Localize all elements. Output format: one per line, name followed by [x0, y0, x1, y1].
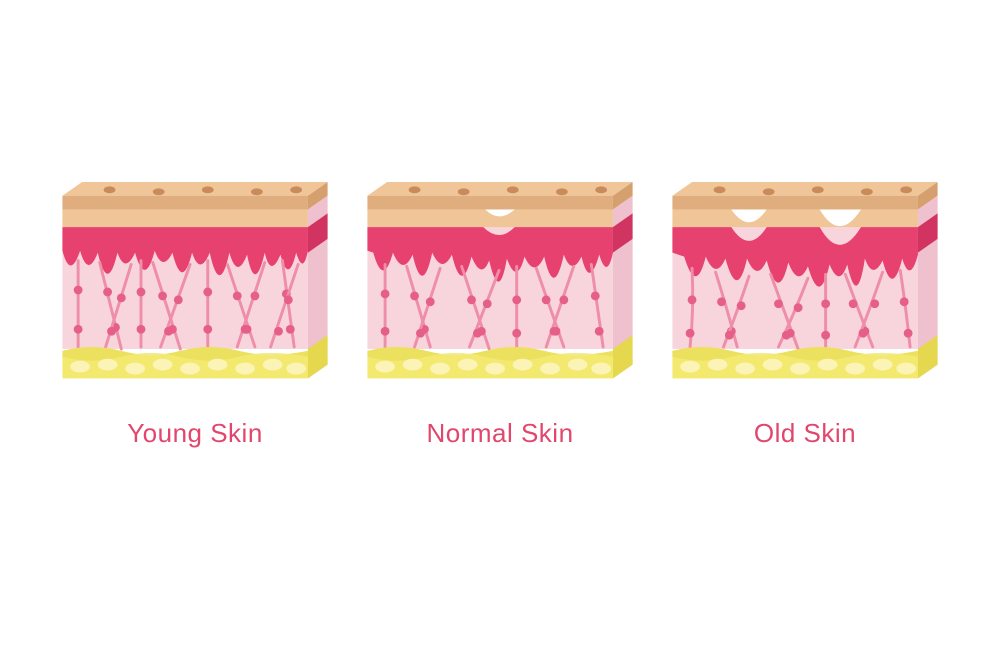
diagram-stage: Young Skin Normal Skin Old Skin — [60, 180, 940, 500]
skin-block-young — [60, 180, 330, 400]
label-young: Young Skin — [127, 418, 263, 449]
panel-young: Young Skin — [60, 180, 330, 500]
skin-block-normal — [365, 180, 635, 400]
panel-old: Old Skin — [670, 180, 940, 500]
panel-normal: Normal Skin — [365, 180, 635, 500]
label-old: Old Skin — [754, 418, 856, 449]
skin-block-old — [670, 180, 940, 400]
label-normal: Normal Skin — [426, 418, 573, 449]
